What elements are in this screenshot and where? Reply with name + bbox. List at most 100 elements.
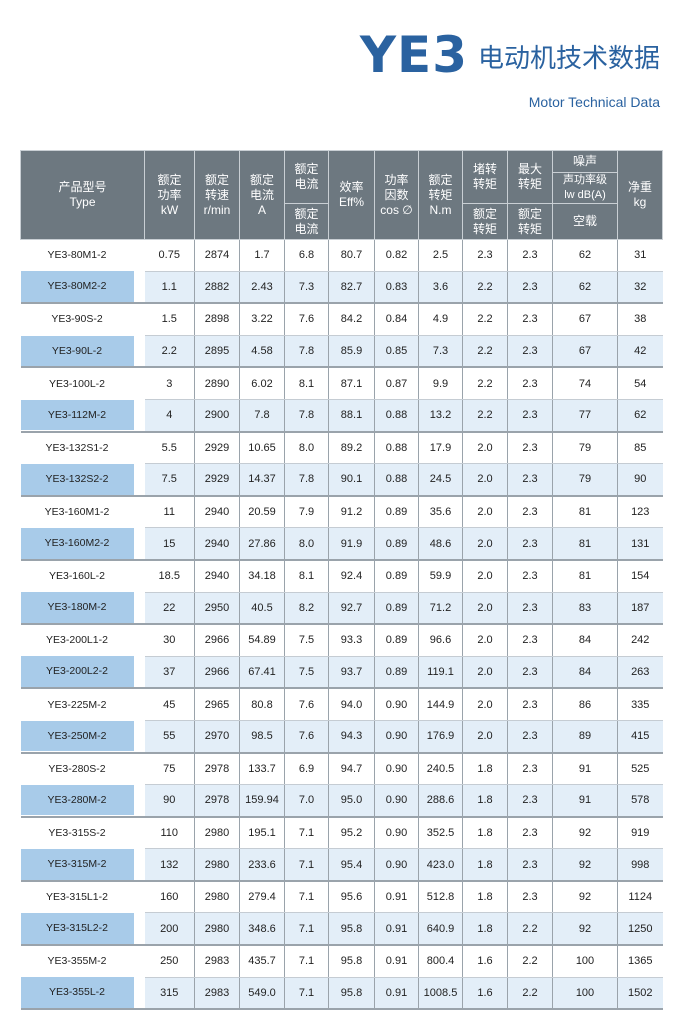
model-cell: YE3-100L-2	[21, 367, 145, 399]
model-cell: YE3-80M2-2	[20, 271, 145, 305]
value-cell: 2980	[194, 912, 240, 947]
model-name: YE3-280S-2	[48, 762, 106, 775]
value-cell: 0.89	[374, 495, 419, 529]
value-cell: 7.6	[284, 720, 329, 754]
model-name: YE3-160L-2	[48, 570, 106, 583]
model-name: YE3-100L-2	[48, 377, 106, 390]
value-cell: 2.0	[462, 431, 508, 465]
value-cell: 15	[144, 527, 195, 561]
value-cell: 34.18	[239, 559, 285, 593]
table-row: YE3-250M-2 55 2970 98.5 7.6 94.3 0.90 176.9 2.0 2…	[20, 720, 663, 754]
model-name: YE3-132S2-2	[20, 463, 134, 495]
value-cell: 2.3	[507, 431, 553, 465]
value-cell: 2882	[194, 271, 240, 305]
value-cell: 2.0	[462, 495, 508, 529]
value-cell: 2.3	[507, 559, 553, 593]
value-cell: 1365	[617, 945, 663, 978]
value-cell: 242	[617, 624, 663, 657]
value-cell: 919	[617, 816, 663, 850]
value-cell: 0.90	[374, 720, 419, 754]
value-cell: 7.6	[284, 303, 329, 336]
value-cell: 87.1	[328, 367, 375, 400]
value-cell: 160	[144, 880, 195, 914]
value-cell: 95.2	[328, 816, 375, 850]
value-cell: 7.1	[284, 816, 329, 850]
value-cell: 2.3	[507, 880, 553, 914]
value-cell: 2874	[194, 239, 240, 272]
value-cell: 13.2	[418, 399, 463, 433]
value-cell: 67	[552, 335, 618, 369]
value-cell: 2950	[194, 592, 240, 626]
value-cell: 4.58	[239, 335, 285, 369]
model-cell: YE3-160L-2	[21, 560, 145, 592]
value-cell: 2.0	[462, 624, 508, 657]
table-row: YE3-180M-2 22 2950 40.5 8.2 92.7 0.89 71.2 2.0 2.…	[20, 592, 663, 626]
value-cell: 5.5	[144, 431, 195, 465]
model-name: YE3-90S-2	[51, 313, 103, 326]
table-row: YE3-315L2-2 200 2980 348.6 7.1 95.8 0.91 640.9 1…	[20, 912, 663, 947]
model-cell: YE3-315S-2	[21, 817, 145, 849]
value-cell: 0.90	[374, 688, 419, 721]
value-cell: 7.5	[284, 624, 329, 657]
value-cell: 7.1	[284, 848, 329, 882]
value-cell: 2980	[194, 880, 240, 914]
col-power: 额定 功率 kW	[144, 150, 195, 240]
value-cell: 2940	[194, 495, 240, 529]
table-row: YE3-80M2-2 1.1 2882 2.43 7.3 82.7 0.83 3.6 2.2 2.…	[20, 271, 663, 305]
value-cell: 96.6	[418, 624, 463, 657]
value-cell: 2970	[194, 720, 240, 754]
value-cell: 0.87	[374, 367, 419, 400]
value-cell: 2.3	[507, 688, 553, 721]
value-cell: 92	[552, 912, 618, 947]
model-cell: YE3-160M1-2	[21, 496, 145, 528]
value-cell: 6.02	[239, 367, 285, 400]
value-cell: 144.9	[418, 688, 463, 721]
value-cell: 0.89	[374, 527, 419, 561]
table-row: YE3-90L-2 2.2 2895 4.58 7.8 85.9 0.85 7.3 2.2 2.3…	[20, 335, 663, 369]
value-cell: 1.6	[462, 945, 508, 978]
value-cell: 131	[617, 527, 663, 561]
value-cell: 18.5	[144, 559, 195, 593]
value-cell: 2.2	[507, 912, 553, 947]
value-cell: 62	[552, 239, 618, 272]
value-cell: 54.89	[239, 624, 285, 657]
model-cell: YE3-160M2-2	[20, 527, 145, 561]
value-cell: 4.9	[418, 303, 463, 336]
model-name: YE3-250M-2	[20, 720, 134, 752]
value-cell: 93.7	[328, 656, 375, 690]
table-row: YE3-100L-2 3 2890 6.02 8.1 87.1 0.87 9.9 2.2 2.3 7…	[21, 367, 663, 400]
value-cell: 800.4	[418, 945, 463, 978]
table-row: YE3-355L-2 315 2983 549.0 7.1 95.8 0.91 1008.5 1…	[20, 977, 663, 1010]
table-row: YE3-160L-2 18.5 2940 34.18 8.1 92.4 0.89 59.9 2.…	[21, 559, 663, 593]
value-cell: 93.3	[328, 624, 375, 657]
motor-data-table: 产品型号 Type 额定 功率 kW 额定 转速 r/min 额定 电流 A 额定…	[20, 150, 663, 1010]
value-cell: 7.8	[284, 463, 329, 497]
value-cell: 35.6	[418, 495, 463, 529]
col-weight: 净重 kg	[617, 150, 663, 240]
value-cell: 7.5	[284, 656, 329, 690]
value-cell: 2.0	[462, 527, 508, 561]
value-cell: 176.9	[418, 720, 463, 754]
value-cell: 2983	[194, 977, 240, 1010]
value-cell: 38	[617, 303, 663, 336]
model-name: YE3-80M2-2	[20, 271, 134, 302]
value-cell: 7.5	[144, 463, 195, 497]
value-cell: 578	[617, 784, 663, 818]
value-cell: 200	[144, 912, 195, 947]
cn-title: 电动机技术数据	[477, 44, 660, 74]
value-cell: 88.1	[328, 399, 375, 433]
value-cell: 45	[144, 688, 195, 721]
value-cell: 55	[144, 720, 195, 754]
value-cell: 81	[552, 559, 618, 593]
model-cell: YE3-280M-2	[20, 784, 145, 818]
value-cell: 84	[552, 656, 618, 690]
model-cell: YE3-250M-2	[20, 720, 145, 754]
value-cell: 98.5	[239, 720, 285, 754]
value-cell: 11	[144, 495, 195, 529]
value-cell: 998	[617, 848, 663, 882]
value-cell: 1008.5	[418, 977, 463, 1010]
value-cell: 2.0	[462, 720, 508, 754]
value-cell: 0.75	[144, 239, 195, 272]
value-cell: 1.1	[144, 271, 195, 305]
col-current: 额定 电流 A	[239, 150, 285, 240]
